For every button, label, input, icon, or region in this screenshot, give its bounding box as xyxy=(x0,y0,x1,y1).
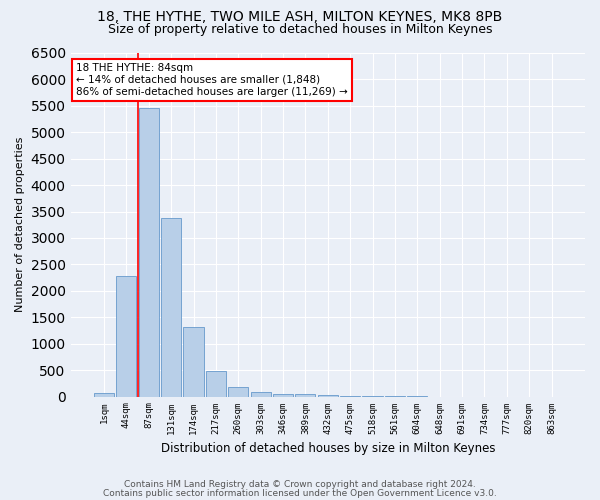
Bar xyxy=(116,276,136,396)
Bar xyxy=(184,328,203,396)
Bar xyxy=(295,394,316,396)
Text: Contains public sector information licensed under the Open Government Licence v3: Contains public sector information licen… xyxy=(103,488,497,498)
Y-axis label: Number of detached properties: Number of detached properties xyxy=(15,137,25,312)
Text: 18, THE HYTHE, TWO MILE ASH, MILTON KEYNES, MK8 8PB: 18, THE HYTHE, TWO MILE ASH, MILTON KEYN… xyxy=(97,10,503,24)
Bar xyxy=(273,394,293,396)
Bar xyxy=(161,218,181,396)
Text: 18 THE HYTHE: 84sqm
← 14% of detached houses are smaller (1,848)
86% of semi-det: 18 THE HYTHE: 84sqm ← 14% of detached ho… xyxy=(76,64,347,96)
Bar xyxy=(206,372,226,396)
X-axis label: Distribution of detached houses by size in Milton Keynes: Distribution of detached houses by size … xyxy=(161,442,495,455)
Text: Size of property relative to detached houses in Milton Keynes: Size of property relative to detached ho… xyxy=(108,22,492,36)
Bar xyxy=(318,395,338,396)
Bar xyxy=(94,392,114,396)
Bar xyxy=(139,108,159,397)
Text: Contains HM Land Registry data © Crown copyright and database right 2024.: Contains HM Land Registry data © Crown c… xyxy=(124,480,476,489)
Bar xyxy=(251,392,271,396)
Bar xyxy=(228,388,248,396)
